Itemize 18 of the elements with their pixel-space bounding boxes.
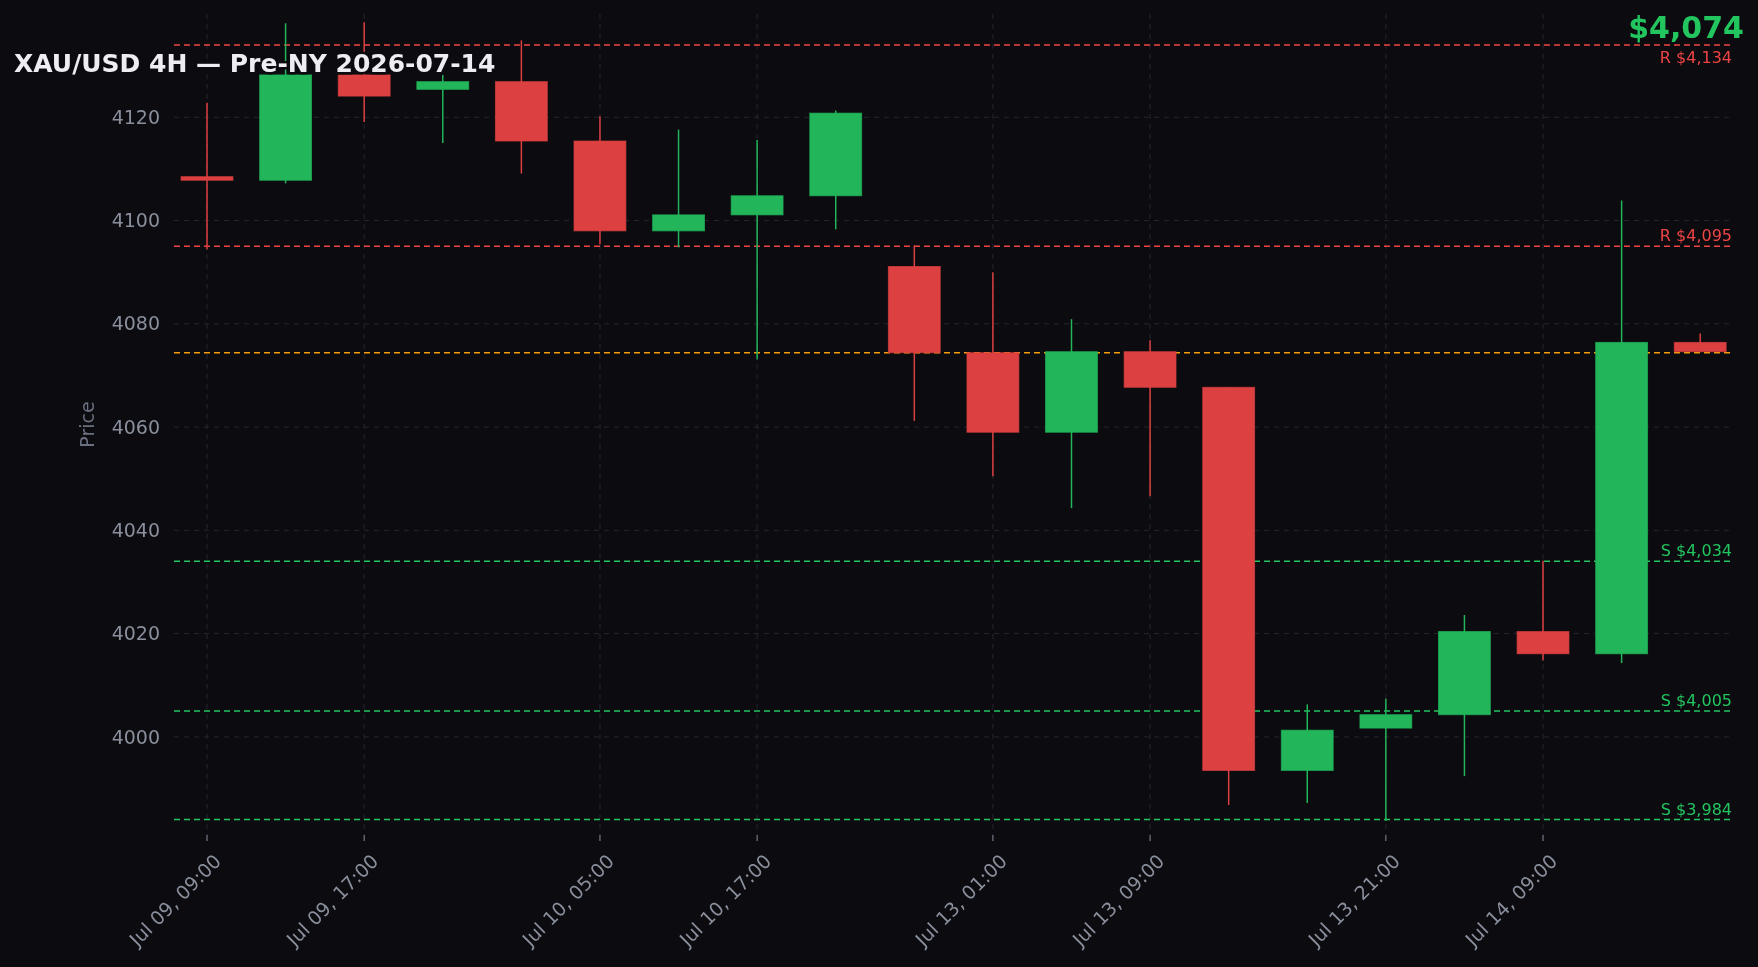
- ref-line-label: R $4,095: [1659, 226, 1732, 246]
- ref-line-label: R $4,134: [1659, 47, 1732, 67]
- y-axis-title: Price: [76, 401, 98, 448]
- y-tick-label: 4100: [111, 209, 160, 232]
- y-tick-label: 4080: [111, 312, 160, 335]
- candlestick: [416, 74, 470, 144]
- ref-line-label: S $3,984: [1660, 799, 1732, 819]
- ref-line-label: S $4,005: [1660, 691, 1732, 711]
- candlestick: [730, 139, 784, 361]
- y-tick-label: 4120: [111, 105, 160, 128]
- candlestick: [180, 102, 234, 251]
- y-tick-label: 4020: [111, 622, 160, 645]
- y-tick-label: 4000: [111, 725, 160, 748]
- y-tick-label: 4040: [111, 519, 160, 541]
- ref-line-label: S $4,034: [1660, 541, 1732, 561]
- y-tick-label: 4060: [111, 415, 160, 438]
- annotation: $4,074: [1628, 10, 1744, 45]
- candlestick: [1359, 697, 1413, 822]
